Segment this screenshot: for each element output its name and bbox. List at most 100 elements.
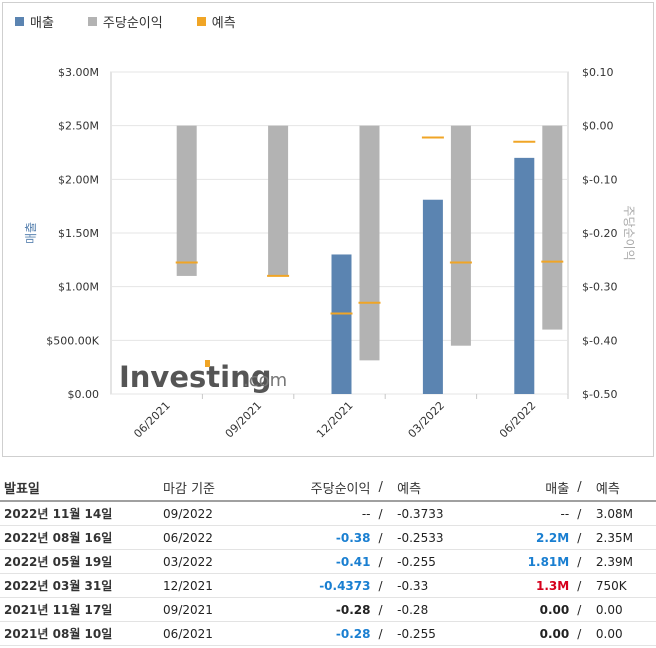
eps-bar — [176, 125, 197, 276]
table-row[interactable]: 2022년 11월 14일 09/2022 -- / -0.3733 --/3.08M — [0, 501, 656, 526]
table-body: 2022년 11월 14일 09/2022 -- / -0.3733 --/3.08M 20… — [0, 501, 656, 646]
col-header-eps-forecast[interactable]: 예측 — [393, 474, 468, 502]
cell-eps: -0.28 — [266, 621, 375, 646]
legend-item-eps[interactable]: 주당순이익 — [87, 12, 163, 31]
revenue-bar — [331, 254, 352, 394]
right-tick-label: $0.00 — [582, 120, 614, 133]
col-header-date[interactable]: 발표일 — [0, 474, 160, 502]
table-row[interactable]: 2022년 08월 16일 06/2022 -0.38/-0.2533 2.2M/2.… — [0, 525, 656, 550]
eps-bar — [268, 125, 289, 276]
cell-eps-slash: / — [374, 549, 394, 574]
cell-eps: -0.38 — [266, 525, 375, 550]
left-tick-label: $3.00M — [58, 66, 99, 79]
cell-period: 09/2022 — [159, 501, 267, 526]
cell-revenue: 0.00 — [467, 597, 574, 622]
table-header-row: 발표일 마감 기준 주당순이익 / 예측 매출 / 예측 — [0, 474, 656, 502]
legend-label-revenue: 매출 — [30, 16, 54, 31]
revenue-bar — [514, 157, 535, 394]
right-tick-label: $-0.40 — [582, 334, 617, 347]
cell-period: 06/2022 — [159, 525, 267, 550]
chart-canvas: $0.00 $500.00K $1.00M $1.50M $2.00M $2.50M $3.… — [24, 66, 636, 441]
investing-watermark-suffix: .com — [243, 370, 287, 391]
legend-label-forecast: 예측 — [211, 16, 236, 31]
cell-period: 06/2021 — [159, 621, 267, 646]
chart-legend: 매출 주당순이익 예측 — [15, 12, 270, 31]
cell-date: 2021년 11월 17일 — [0, 597, 160, 622]
left-tick-label: $2.50M — [58, 120, 99, 133]
right-tick-label: $-0.50 — [582, 388, 617, 401]
cell-eps: -0.4373 — [266, 573, 375, 598]
cell-date: 2021년 08월 10일 — [0, 621, 160, 646]
cell-period: 09/2021 — [159, 597, 267, 622]
cell-revenue: 2.2M — [467, 525, 574, 550]
left-tick-label: $0.00 — [68, 388, 100, 401]
cell-rev-slash: / — [573, 525, 592, 550]
investing-watermark: Investing — [119, 360, 271, 394]
cell-eps-slash: / — [374, 501, 394, 526]
cell-eps-forecast: -0.255 — [393, 621, 468, 646]
cell-eps-slash: / — [374, 525, 394, 550]
earnings-chart-panel: 매출 주당순이익 예측 $0.00 $500.00K $1.00M $1.50M $2.… — [2, 2, 654, 457]
left-tick-label: $500.00K — [46, 334, 99, 347]
eps-bar — [542, 125, 563, 330]
col-header-eps[interactable]: 주당순이익 — [266, 474, 375, 502]
cell-eps-forecast: -0.28 — [393, 597, 468, 622]
cell-rev-slash: / — [573, 573, 592, 598]
cell-rev-forecast: 0.00 — [591, 621, 656, 646]
right-tick-label: $-0.30 — [582, 281, 617, 294]
cell-period: 03/2022 — [159, 549, 267, 574]
table-row[interactable]: 2022년 03월 31일 12/2021 -0.4373/-0.33 1.3M/75… — [0, 573, 656, 598]
cell-eps-slash: / — [374, 597, 394, 622]
legend-swatch-forecast — [196, 17, 206, 26]
cell-revenue: -- — [467, 501, 574, 526]
col-header-revenue[interactable]: 매출 — [467, 474, 574, 502]
cell-eps-slash: / — [374, 621, 394, 646]
x-tick-label: 09/2021 — [223, 399, 265, 441]
revenue-bar — [422, 199, 443, 394]
cell-rev-slash: / — [573, 597, 592, 622]
right-tick-label: $-0.10 — [582, 173, 617, 186]
cell-eps-slash: / — [374, 573, 394, 598]
eps-bar — [450, 125, 471, 346]
cell-date: 2022년 08월 16일 — [0, 525, 160, 550]
cell-revenue: 1.3M — [467, 573, 574, 598]
col-header-rev-slash: / — [573, 474, 592, 502]
cell-rev-forecast: 2.35M — [591, 525, 656, 550]
x-tick-label: 03/2022 — [406, 399, 448, 441]
cell-revenue: 1.81M — [467, 549, 574, 574]
left-tick-label: $1.00M — [58, 281, 99, 294]
cell-eps-forecast: -0.3733 — [393, 501, 468, 526]
cell-rev-slash: / — [573, 621, 592, 646]
cell-eps: -0.41 — [266, 549, 375, 574]
right-tick-label: $-0.20 — [582, 227, 617, 240]
left-axis-title: 매출 — [24, 222, 38, 244]
legend-item-revenue[interactable]: 매출 — [15, 12, 54, 31]
legend-item-forecast[interactable]: 예측 — [196, 12, 236, 31]
x-tick-label: 06/2021 — [131, 399, 173, 441]
cell-rev-forecast: 2.39M — [591, 549, 656, 574]
cell-rev-slash: / — [573, 501, 592, 526]
cell-rev-forecast: 3.08M — [591, 501, 656, 526]
col-header-period[interactable]: 마감 기준 — [159, 474, 267, 502]
cell-eps-forecast: -0.2533 — [393, 525, 468, 550]
legend-swatch-eps — [87, 17, 97, 26]
x-tick-label: 06/2022 — [497, 399, 539, 441]
x-tick-label: 12/2021 — [314, 399, 356, 441]
legend-swatch-revenue — [15, 17, 24, 26]
right-axis-title: 주당순이익 — [622, 205, 636, 260]
left-tick-label: $1.50M — [58, 227, 99, 240]
cell-period: 12/2021 — [159, 573, 267, 598]
left-tick-label: $2.00M — [58, 173, 99, 186]
table-row[interactable]: 2021년 08월 10일 06/2021 -0.28/-0.255 0.00/0.0… — [0, 621, 656, 646]
cell-rev-slash: / — [573, 549, 592, 574]
earnings-history-table: 발표일 마감 기준 주당순이익 / 예측 매출 / 예측 2022년 11월 1… — [0, 474, 656, 646]
table-row[interactable]: 2021년 11월 17일 09/2021 -0.28/-0.28 0.00/0.00 — [0, 597, 656, 622]
cell-rev-forecast: 750K — [591, 573, 656, 598]
eps-bar — [359, 125, 380, 361]
table-row[interactable]: 2022년 05월 19일 03/2022 -0.41/-0.255 1.81M/2.… — [0, 549, 656, 574]
cell-eps: -0.28 — [266, 597, 375, 622]
cell-date: 2022년 03월 31일 — [0, 573, 160, 598]
watermark-accent-mark — [205, 360, 210, 367]
cell-revenue: 0.00 — [467, 621, 574, 646]
col-header-rev-forecast[interactable]: 예측 — [591, 474, 656, 502]
